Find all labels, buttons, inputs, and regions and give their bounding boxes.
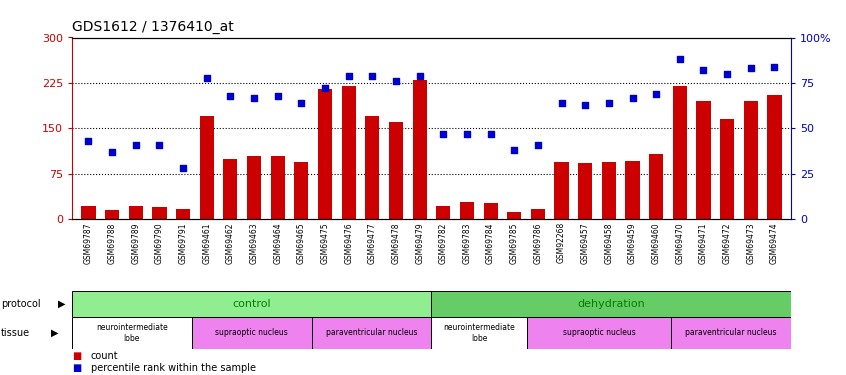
Bar <box>460 202 474 219</box>
Point <box>460 131 474 137</box>
Bar <box>223 159 238 219</box>
Text: GDS1612 / 1376410_at: GDS1612 / 1376410_at <box>72 20 233 34</box>
Bar <box>342 86 356 219</box>
Text: supraoptic nucleus: supraoptic nucleus <box>563 328 635 338</box>
Bar <box>413 80 426 219</box>
Bar <box>437 206 450 219</box>
Point <box>744 65 757 71</box>
Point <box>152 142 166 148</box>
Point <box>767 64 781 70</box>
Bar <box>625 160 640 219</box>
Point <box>555 100 569 106</box>
Bar <box>744 101 758 219</box>
Point <box>437 131 450 137</box>
Point <box>697 67 711 73</box>
Bar <box>152 207 167 219</box>
Bar <box>311 317 431 349</box>
Text: neurointermediate
lobe: neurointermediate lobe <box>96 323 168 342</box>
Bar <box>72 291 431 317</box>
Text: ▶: ▶ <box>51 328 58 338</box>
Bar <box>720 119 734 219</box>
Point <box>484 131 497 137</box>
Text: ■: ■ <box>72 363 81 373</box>
Point <box>508 147 521 153</box>
Point <box>82 138 96 144</box>
Text: paraventricular nucleus: paraventricular nucleus <box>326 328 417 338</box>
Bar <box>527 317 671 349</box>
Bar <box>767 95 782 219</box>
Text: dehydration: dehydration <box>577 299 645 309</box>
Point <box>413 73 426 79</box>
Bar <box>673 86 687 219</box>
Text: percentile rank within the sample: percentile rank within the sample <box>91 363 255 373</box>
Bar <box>578 163 592 219</box>
Bar <box>696 101 711 219</box>
Point <box>200 75 213 81</box>
Text: protocol: protocol <box>1 299 41 309</box>
Bar <box>81 206 96 219</box>
Point <box>294 100 308 106</box>
Text: count: count <box>91 351 118 361</box>
Bar <box>431 291 791 317</box>
Bar <box>129 206 143 219</box>
Bar <box>192 317 311 349</box>
Bar <box>271 156 285 219</box>
Point <box>579 102 592 108</box>
Bar <box>389 122 403 219</box>
Bar <box>72 317 192 349</box>
Bar <box>554 162 569 219</box>
Point <box>318 86 332 92</box>
Point <box>176 165 190 171</box>
Point <box>389 78 403 84</box>
Bar <box>318 89 332 219</box>
Bar <box>602 162 616 219</box>
Point <box>650 91 663 97</box>
Bar <box>365 116 379 219</box>
Point <box>626 94 640 100</box>
Point <box>129 142 142 148</box>
Bar <box>649 154 663 219</box>
Text: supraoptic nucleus: supraoptic nucleus <box>216 328 288 338</box>
Point <box>247 94 261 100</box>
Bar <box>200 116 214 219</box>
Bar <box>105 210 119 219</box>
Point <box>342 73 355 79</box>
Bar <box>294 162 309 219</box>
Bar <box>671 317 791 349</box>
Text: paraventricular nucleus: paraventricular nucleus <box>685 328 777 338</box>
Bar <box>431 317 527 349</box>
Bar <box>176 209 190 219</box>
Point <box>223 93 237 99</box>
Bar <box>530 209 545 219</box>
Point <box>602 100 616 106</box>
Text: neurointermediate
lobe: neurointermediate lobe <box>443 323 515 342</box>
Point <box>271 93 284 99</box>
Text: control: control <box>233 299 271 309</box>
Point <box>106 149 119 155</box>
Point <box>673 56 687 62</box>
Text: tissue: tissue <box>1 328 30 338</box>
Point <box>365 73 379 79</box>
Text: ▶: ▶ <box>58 299 65 309</box>
Point <box>531 142 545 148</box>
Bar <box>507 212 521 219</box>
Point <box>721 71 734 77</box>
Text: ■: ■ <box>72 351 81 361</box>
Bar <box>247 156 261 219</box>
Bar <box>484 203 497 219</box>
